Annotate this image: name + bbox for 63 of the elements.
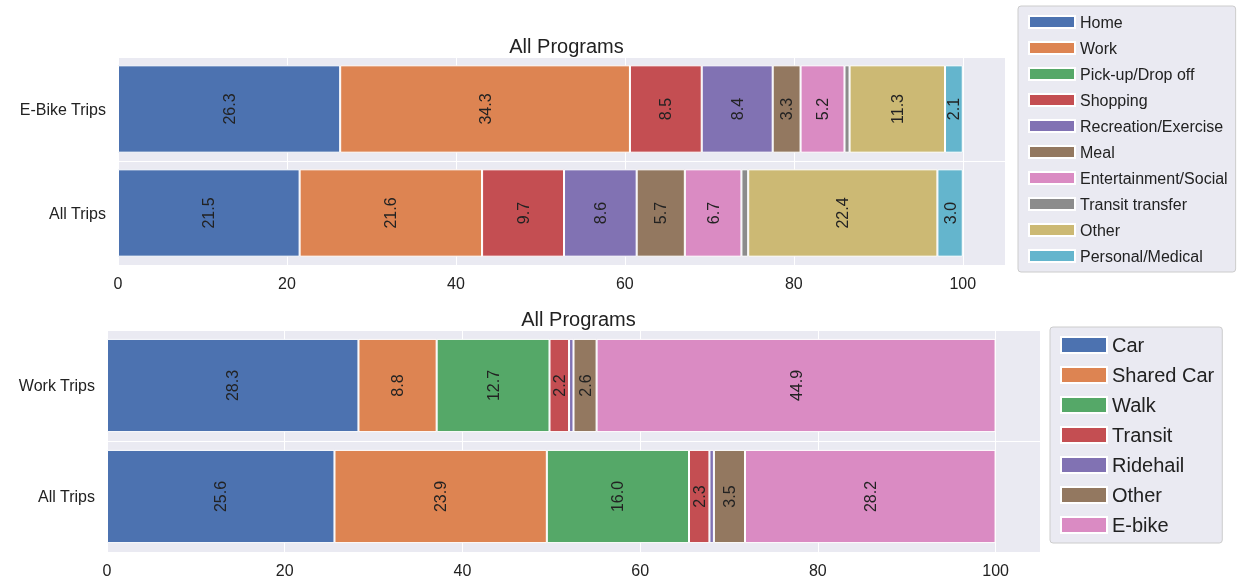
data-label: 21.6 (382, 197, 400, 229)
legend-label: Walk (1112, 394, 1157, 416)
data-label: 5.2 (814, 97, 832, 121)
x-tick-label: 100 (982, 561, 1010, 579)
data-label: 21.5 (200, 197, 218, 229)
x-tick-label: 40 (453, 561, 472, 579)
data-label: 3.5 (720, 485, 738, 508)
legend-label: Recreation/Exercise (1080, 117, 1224, 135)
data-label: 28.2 (861, 480, 879, 513)
data-label: 9.7 (514, 201, 532, 225)
y-tick-label: E-Bike Trips (19, 100, 106, 118)
data-label: 25.6 (212, 480, 230, 513)
data-label: 23.9 (432, 480, 450, 513)
x-tick-label: 80 (784, 274, 803, 292)
legend-label: Meal (1080, 143, 1115, 161)
legend-label: Other (1080, 221, 1121, 239)
legend-label: Work (1080, 39, 1119, 57)
legend-label: Home (1080, 13, 1123, 31)
chart-title: All Programs (521, 308, 636, 330)
x-tick-label: 0 (102, 561, 112, 579)
legend-label: Shared Car (1112, 364, 1215, 386)
legend-label: Entertainment/Social (1080, 169, 1228, 187)
x-tick-label: 100 (949, 274, 977, 292)
chart-title: All Programs (509, 35, 624, 57)
legend-label: Car (1112, 334, 1145, 356)
data-label: 8.5 (657, 97, 675, 121)
data-label: 6.7 (704, 201, 722, 225)
x-tick-label: 0 (113, 274, 123, 292)
data-label: 16.0 (609, 480, 627, 513)
data-label: 22.4 (834, 197, 852, 229)
y-tick-label: All Trips (49, 204, 106, 222)
legend-label: Personal/Medical (1080, 247, 1203, 265)
x-tick-label: 20 (278, 274, 296, 292)
data-label: 34.3 (476, 93, 494, 125)
data-label: 11.3 (888, 93, 906, 124)
legend-label: Other (1112, 484, 1163, 506)
data-label: 2.3 (690, 485, 708, 508)
y-tick-label: Work Trips (18, 377, 95, 394)
data-label: 2.1 (945, 97, 963, 121)
data-label: 28.3 (224, 369, 242, 402)
data-label: 44.9 (787, 369, 805, 402)
data-label: 26.3 (220, 93, 238, 125)
data-label: 3.3 (778, 97, 796, 121)
x-tick-label: 80 (808, 561, 827, 579)
data-label: 8.8 (389, 374, 407, 397)
data-label: 12.7 (484, 369, 502, 402)
legend-label: Pick-up/Drop off (1080, 65, 1195, 83)
legend-label: Transit transfer (1080, 195, 1188, 213)
data-label: 3.0 (941, 201, 959, 225)
x-tick-label: 60 (631, 561, 650, 579)
legend-label: Ridehail (1112, 454, 1185, 476)
x-tick-label: 20 (275, 561, 294, 579)
x-tick-label: 60 (615, 274, 634, 292)
legend-label: Shopping (1080, 91, 1148, 109)
legend-label: E-bike (1112, 514, 1169, 536)
data-label: 8.6 (591, 201, 609, 225)
data-label: 8.4 (728, 97, 746, 121)
x-tick-label: 40 (447, 274, 465, 292)
data-label: 5.7 (652, 201, 670, 225)
y-tick-label: All Trips (38, 488, 95, 505)
data-label: 2.2 (550, 374, 568, 397)
legend-label: Transit (1112, 424, 1173, 446)
data-label: 2.6 (576, 374, 594, 397)
